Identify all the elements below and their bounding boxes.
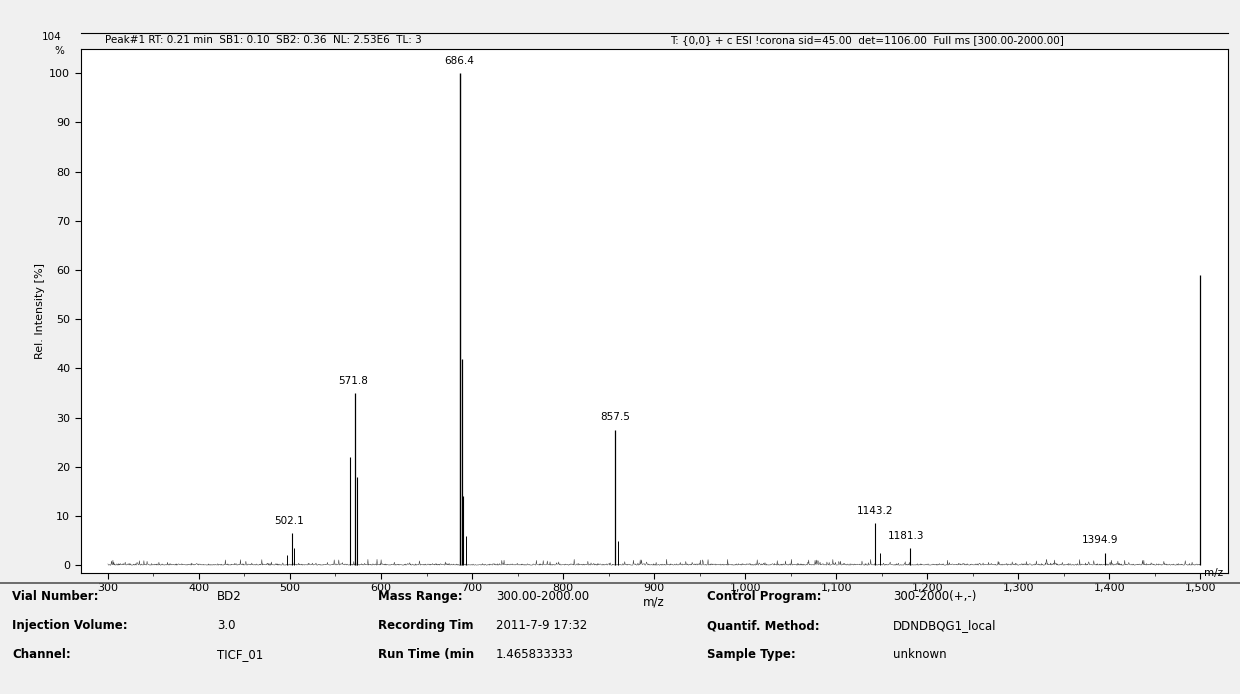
Text: 686.4: 686.4 (445, 56, 475, 66)
Text: unknown: unknown (893, 648, 946, 661)
Text: 2011-7-9 17:32: 2011-7-9 17:32 (496, 619, 588, 632)
Text: 300.00-2000.00: 300.00-2000.00 (496, 590, 589, 603)
Text: Injection Volume:: Injection Volume: (12, 619, 128, 632)
Text: Quantif. Method:: Quantif. Method: (707, 619, 820, 632)
Text: DDNDBQG1_local: DDNDBQG1_local (893, 619, 996, 632)
X-axis label: m/z: m/z (644, 595, 665, 609)
Text: 1.465833333: 1.465833333 (496, 648, 574, 661)
Text: 1181.3: 1181.3 (888, 531, 924, 541)
Text: Sample Type:: Sample Type: (707, 648, 796, 661)
Text: Vial Number:: Vial Number: (12, 590, 99, 603)
Text: 857.5: 857.5 (600, 412, 630, 423)
Text: TICF_01: TICF_01 (217, 648, 263, 661)
Text: 1143.2: 1143.2 (857, 506, 894, 516)
Text: 502.1: 502.1 (274, 516, 304, 526)
Text: 300-2000(+,-): 300-2000(+,-) (893, 590, 976, 603)
Text: %: % (55, 46, 64, 56)
Text: 104: 104 (42, 32, 62, 42)
Text: Run Time (min: Run Time (min (378, 648, 475, 661)
Text: 1394.9: 1394.9 (1081, 536, 1118, 545)
Text: Mass Range:: Mass Range: (378, 590, 463, 603)
Text: 3.0: 3.0 (217, 619, 236, 632)
Text: Channel:: Channel: (12, 648, 71, 661)
Text: 571.8: 571.8 (339, 375, 368, 386)
Text: BD2: BD2 (217, 590, 242, 603)
Text: Peak#1 RT: 0.21 min  SB1: 0.10  SB2: 0.36  NL: 2.53E6  TL: 3: Peak#1 RT: 0.21 min SB1: 0.10 SB2: 0.36 … (105, 35, 422, 44)
Text: Recording Tim: Recording Tim (378, 619, 474, 632)
Text: Control Program:: Control Program: (707, 590, 821, 603)
Y-axis label: Rel. Intensity [%]: Rel. Intensity [%] (35, 262, 45, 359)
Text: m/z: m/z (1204, 568, 1223, 577)
Text: T: {0,0} + c ESI !corona sid=45.00  det=1106.00  Full ms [300.00-2000.00]: T: {0,0} + c ESI !corona sid=45.00 det=1… (670, 35, 1064, 44)
